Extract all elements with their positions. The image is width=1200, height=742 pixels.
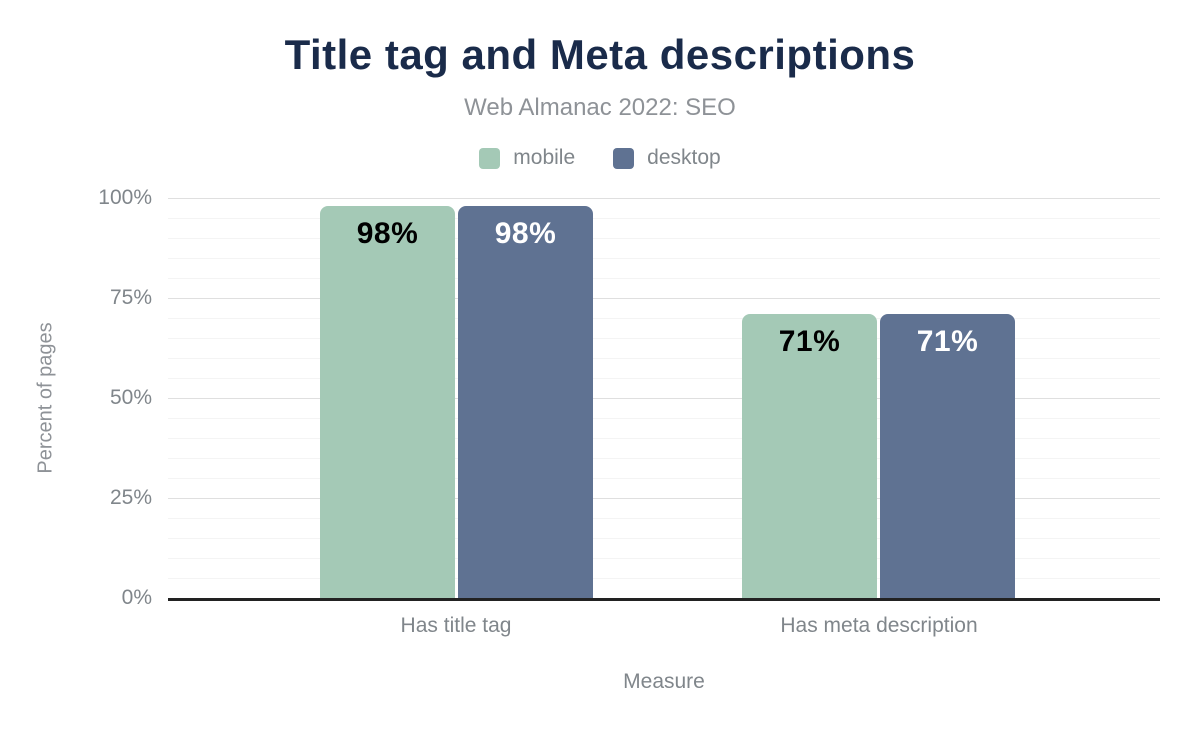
bar-group-has-title-tag: 98% 98% [320,198,593,598]
y-tick-100: 100% [98,186,152,209]
bar-value-label: 98% [356,217,419,250]
bar-group-has-meta-description: 71% 71% [742,198,1015,598]
x-tick-has-meta-description: Has meta description [780,614,978,637]
chart-title: Title tag and Meta descriptions [284,31,916,78]
legend-swatch-mobile-icon [479,147,501,169]
bar-value-label: 71% [778,325,841,358]
y-tick-0: 0% [121,586,152,609]
x-axis-title: Measure [623,670,705,693]
bar-desktop-has-title-tag[interactable]: 98% [458,206,593,598]
y-tick-25: 25% [109,486,152,509]
bar-mobile-has-title-tag[interactable]: 98% [320,206,455,598]
plot-region: Percent of pages 100% 75% 50% 25% 0% 98%… [0,186,1200,718]
legend: mobile desktop [0,146,1200,170]
bar-mobile-has-meta-description[interactable]: 71% [742,314,877,598]
y-tick-50: 50% [109,386,152,409]
legend-label-desktop: desktop [647,146,721,169]
bar-value-label: 71% [916,325,979,358]
legend-item-desktop: desktop [613,146,721,170]
bar-desktop-has-meta-description[interactable]: 71% [880,314,1015,598]
y-axis-title: Percent of pages [34,322,57,474]
x-tick-has-title-tag: Has title tag [400,614,512,637]
plot-area: 100% 75% 50% 25% 0% 98% 98% 71% 71% [98,186,1160,693]
legend-item-mobile: mobile [479,146,575,170]
y-tick-75: 75% [109,286,152,309]
chart-subtitle: Web Almanac 2022: SEO [464,94,736,121]
legend-swatch-desktop-icon [613,147,635,169]
legend-label-mobile: mobile [513,146,576,169]
bar-value-label: 98% [494,217,557,250]
